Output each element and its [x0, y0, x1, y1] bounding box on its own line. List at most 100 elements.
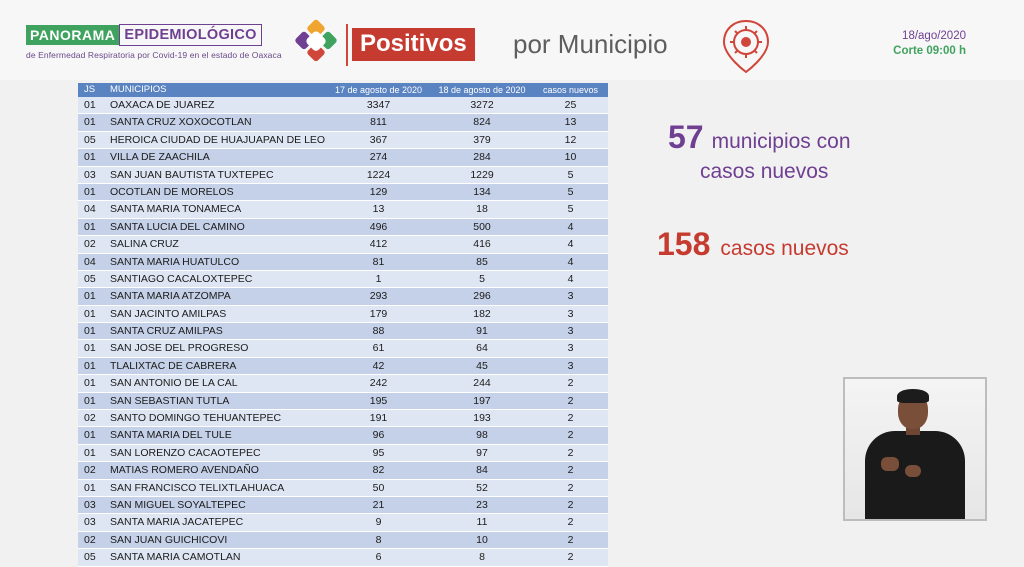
table-row: 03 SAN JUAN BAUTISTA TUXTEPEC 1224 1229 5: [78, 166, 608, 184]
cell-casos-nuevos: 4: [567, 238, 574, 251]
header-17-agosto: 17 de agosto de 2020: [334, 85, 423, 95]
positivos-badge: Positivos: [352, 28, 475, 61]
cell-18-agosto: 52: [476, 481, 488, 494]
cell-17-agosto: 367: [369, 133, 388, 146]
table-row: 05 HEROICA CIUDAD DE HUAJUAPAN DE LEON 367…: [78, 131, 608, 150]
cell-casos-nuevos: 2: [567, 464, 574, 477]
cell-17-agosto: 96: [372, 429, 385, 442]
cell-municipio: SANTA LUCIA DEL CAMINO: [110, 220, 245, 233]
cell-18-agosto: 500: [473, 220, 491, 233]
cell-casos-nuevos: 5: [567, 168, 574, 181]
cell-casos-nuevos: 4: [567, 272, 574, 285]
table-row: 04 SANTA MARIA TONAMECA 13 18 5: [78, 201, 608, 219]
table-row: 01 SAN JACINTO AMILPAS 179 182 3: [78, 305, 608, 324]
cell-municipio: SAN JACINTO AMILPAS: [110, 307, 227, 320]
logo-subtitle: de Enfermedad Respiratoria por Covid-19 …: [26, 50, 282, 60]
cell-municipio: OAXACA DE JUAREZ: [110, 99, 215, 111]
panorama-logo: PANORAMA EPIDEMIOLÓGICO de Enfermedad Re…: [26, 24, 282, 60]
cell-18-agosto: 18: [476, 203, 488, 216]
cell-js: 03: [84, 516, 96, 529]
cell-js: 01: [84, 116, 96, 129]
cell-17-agosto: 13: [372, 203, 385, 216]
cell-casos-nuevos: 2: [567, 551, 574, 564]
cell-js: 02: [84, 412, 96, 425]
cell-17-agosto: 179: [369, 307, 388, 320]
table-row: 01 SANTA MARIA DEL TULE 96 98 2: [78, 427, 608, 445]
cell-casos-nuevos: 13: [564, 116, 577, 129]
cell-17-agosto: 88: [372, 325, 385, 338]
cell-casos-nuevos: 2: [567, 446, 574, 459]
casos-label: casos nuevos: [720, 237, 849, 260]
cell-18-agosto: 134: [473, 185, 491, 198]
cell-casos-nuevos: 25: [564, 99, 577, 111]
cell-municipio: SANTA MARIA ATZOMPA: [110, 290, 231, 303]
cell-js: 01: [84, 99, 96, 111]
cell-js: 04: [84, 203, 96, 216]
cell-casos-nuevos: 2: [567, 481, 574, 494]
table-row: 05 SANTA MARIA CAMOTLAN 6 8 2: [78, 549, 608, 567]
cell-17-agosto: 129: [369, 185, 388, 198]
cell-17-agosto: 195: [369, 394, 388, 407]
cell-municipio: SANTA CRUZ XOXOCOTLAN: [110, 116, 252, 129]
cell-js: 01: [84, 185, 96, 198]
header-divider: [346, 24, 348, 66]
cell-municipio: SAN MIGUEL SOYALTEPEC: [110, 498, 246, 511]
cell-municipio: SANTA MARIA TONAMECA: [110, 203, 242, 216]
cell-municipio: HEROICA CIUDAD DE HUAJUAPAN DE LEON: [110, 133, 326, 146]
table-row: 03 SAN MIGUEL SOYALTEPEC 21 23 2: [78, 496, 608, 515]
cell-casos-nuevos: 3: [567, 290, 574, 303]
cell-js: 03: [84, 498, 96, 511]
cell-js: 05: [84, 551, 96, 564]
table-row: 01 SAN SEBASTIAN TUTLA 195 197 2: [78, 392, 608, 411]
header: PANORAMA EPIDEMIOLÓGICO de Enfermedad Re…: [0, 0, 1024, 80]
cell-js: 01: [84, 446, 96, 459]
cell-casos-nuevos: 2: [567, 498, 574, 511]
cell-js: 02: [84, 464, 96, 477]
table-row: 01 SANTA CRUZ XOXOCOTLAN 811 824 13: [78, 114, 608, 132]
cell-17-agosto: 82: [372, 464, 385, 477]
cell-17-agosto: 1224: [366, 168, 391, 181]
table-row: 04 SANTA MARIA HUATULCO 81 85 4: [78, 253, 608, 271]
cell-18-agosto: 23: [476, 498, 488, 511]
cell-17-agosto: 3347: [366, 99, 391, 111]
cell-18-agosto: 193: [473, 412, 491, 425]
cell-17-agosto: 95: [372, 446, 385, 459]
cell-js: 01: [84, 325, 96, 338]
table-body: 01 OAXACA DE JUAREZ 3347 3272 25 01 SANTA CRUZ…: [78, 97, 608, 567]
cell-js: 01: [84, 342, 96, 355]
cell-18-agosto: 284: [473, 151, 491, 164]
cell-js: 01: [84, 394, 96, 407]
cell-18-agosto: 8: [479, 551, 485, 564]
cell-municipio: SANTO DOMINGO TEHUANTEPEC: [110, 412, 282, 425]
header-js: JS: [84, 84, 96, 95]
table-header: JS MUNICIPIOS 17 de agosto de 2020 18 de…: [78, 83, 608, 97]
logo-epidemiologico: EPIDEMIOLÓGICO: [119, 24, 262, 46]
header-casos-nuevos: casos nuevos: [542, 85, 599, 95]
casos-count: 158: [657, 226, 711, 262]
cell-js: 01: [84, 429, 96, 442]
cell-18-agosto: 11: [476, 516, 488, 529]
page-title: por Municipio: [513, 29, 668, 59]
table-row: 01 SAN JOSE DEL PROGRESO 61 64 3: [78, 340, 608, 358]
cell-18-agosto: 45: [476, 359, 488, 372]
cell-casos-nuevos: 3: [567, 325, 574, 338]
cell-17-agosto: 9: [375, 516, 382, 529]
cell-17-agosto: 1: [375, 272, 382, 285]
cell-municipio: SAN SEBASTIAN TUTLA: [110, 394, 230, 407]
cell-18-agosto: 244: [473, 377, 491, 390]
cell-municipio: SAN LORENZO CACAOTEPEC: [110, 446, 261, 459]
cell-17-agosto: 61: [372, 342, 385, 355]
municipios-table: JS MUNICIPIOS 17 de agosto de 2020 18 de…: [78, 83, 608, 567]
cell-17-agosto: 81: [372, 255, 385, 268]
table-row: 02 SANTO DOMINGO TEHUANTEPEC 191 193 2: [78, 410, 608, 428]
cell-casos-nuevos: 3: [567, 307, 574, 320]
report-date: 18/ago/2020: [902, 30, 966, 42]
cell-js: 01: [84, 307, 96, 320]
cell-js: 01: [84, 220, 96, 233]
cell-17-agosto: 293: [369, 290, 388, 303]
cell-municipio: SAN JUAN BAUTISTA TUXTEPEC: [110, 168, 274, 181]
cell-17-agosto: 811: [370, 116, 387, 129]
cell-17-agosto: 412: [369, 238, 388, 251]
cell-18-agosto: 379: [473, 133, 491, 146]
cell-18-agosto: 296: [473, 290, 491, 303]
